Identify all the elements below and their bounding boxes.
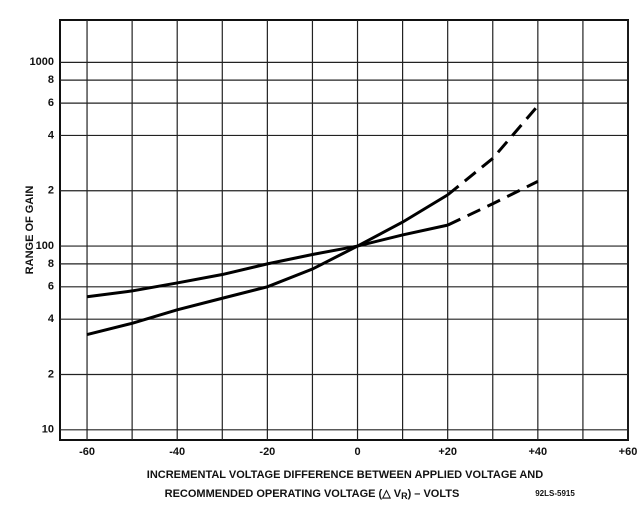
y-tick-label: 6 [48, 97, 54, 109]
x-axis-label-subscript: R [401, 491, 408, 501]
x-tick-label: +40 [529, 446, 548, 458]
x-tick-label: -60 [79, 446, 95, 458]
y-tick-label: 2 [48, 185, 54, 197]
y-tick-label: 4 [48, 313, 55, 325]
y-tick-label: 4 [48, 129, 55, 141]
x-tick-label: +60 [619, 446, 638, 458]
y-tick-label: 1000 [30, 56, 54, 68]
plot-frame [59, 19, 629, 441]
figure-code: 92LS-5915 [535, 489, 575, 498]
y-tick-label: 6 [48, 281, 54, 293]
x-tick-label: -20 [259, 446, 275, 458]
line-series [86, 223, 449, 299]
line-series [446, 104, 539, 197]
x-axis-label: RECOMMENDED OPERATING VOLTAGE (△ VR) – V… [165, 488, 460, 501]
line-series [447, 180, 539, 227]
x-tick-label: -40 [169, 446, 185, 458]
x-tick-label: +20 [438, 446, 457, 458]
x-axis-label-part: ) – VOLTS [408, 488, 460, 500]
y-tick-label: 10 [42, 424, 54, 436]
y-tick-label: 100 [36, 240, 54, 252]
y-tick-label: 8 [48, 74, 54, 86]
x-tick-label: 0 [354, 446, 360, 458]
y-tick-label: 2 [48, 368, 54, 380]
x-axis-label: INCREMENTAL VOLTAGE DIFFERENCE BETWEEN A… [147, 469, 543, 481]
y-axis-label: RANGE OF GAIN [24, 186, 36, 275]
line-series [86, 193, 449, 336]
y-tick-label: 8 [48, 258, 54, 270]
x-axis-label-part: RECOMMENDED OPERATING VOLTAGE (△ V [165, 488, 402, 500]
